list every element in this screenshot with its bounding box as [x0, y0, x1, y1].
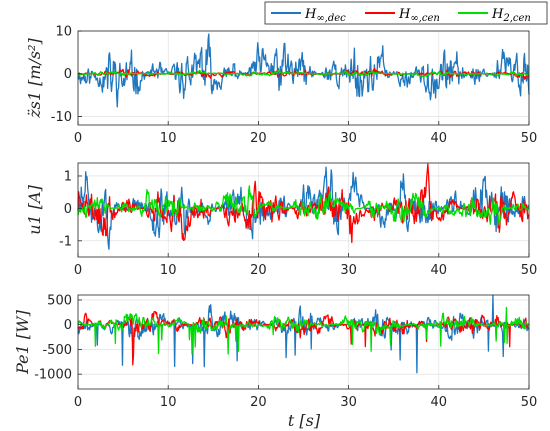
panel-acceleration-xtick-label: 40: [431, 131, 448, 146]
panel-power-xtick-label: 0: [74, 395, 82, 410]
panel-power-xtick-label: 30: [340, 395, 357, 410]
panel-current-ylabel: u1 [A]: [25, 184, 44, 234]
panel-acceleration-ytick-label: 10: [55, 25, 72, 40]
panel-power-ytick-label: 0: [64, 318, 72, 333]
panel-power-xtick-label: 50: [521, 395, 538, 410]
panel-acceleration-series-h2-cen: [77, 69, 530, 78]
panel-power-xtick-label: 10: [160, 395, 177, 410]
panel-power: 0 10 20 30 40 50 500 0 -500 -1000 Pe1 [W] t [s]: [13, 293, 537, 430]
panel-current-ytick-label: -1: [59, 234, 72, 249]
panel-current-frame: [77, 162, 530, 258]
x-axis-label: t [s]: [288, 411, 321, 430]
legend: H∞,dec H∞,cen H2,cen: [264, 1, 548, 25]
panel-current-xtick-label: 0: [74, 263, 82, 278]
panel-acceleration-series-h-inf-cen: [77, 67, 530, 80]
panel-acceleration-xtick-label: 0: [74, 131, 82, 146]
panel-acceleration-xtick-label: 50: [521, 131, 538, 146]
panel-current-xtick-label: 20: [250, 263, 267, 278]
panel-current-xtick-label: 50: [521, 263, 538, 278]
legend-label-h2-cen: H2,cen: [491, 7, 531, 24]
panel-current-series-h2-cen: [77, 185, 530, 226]
legend-label-h-inf-cen: H∞,cen: [398, 7, 440, 24]
panel-power-series-h2-cen: [77, 306, 530, 355]
panel-power-ytick-label: -500: [42, 343, 72, 358]
panel-power-xtick-label: 40: [431, 395, 448, 410]
panel-current-ytick-label: 0: [64, 202, 72, 217]
panel-power-frame: [77, 294, 530, 390]
panel-acceleration-frame: [77, 30, 530, 126]
panel-power-ylabel: Pe1 [W]: [13, 309, 32, 374]
legend-label-h-inf-dec: H∞,dec: [304, 7, 346, 24]
panel-acceleration-xtick-label: 20: [250, 131, 267, 146]
panel-power-series-h-inf-cen: [77, 310, 530, 366]
panel-current-xtick-label: 40: [431, 263, 448, 278]
panel-current-ytick-label: 1: [64, 169, 72, 184]
panel-power-xtick-label: 20: [250, 395, 267, 410]
panel-acceleration-xtick-label: 30: [340, 131, 357, 146]
panel-current-series-h-inf-cen: [77, 163, 530, 244]
panel-acceleration-ytick-label: -10: [51, 110, 72, 125]
panel-current-xtick-label: 10: [160, 263, 177, 278]
panel-power-ytick-label: -1000: [34, 368, 72, 383]
panel-current-series-h-inf-dec: [77, 166, 530, 250]
panel-acceleration-ylabel: z̈s1 [m/s²]: [25, 37, 44, 118]
legend-box: [264, 1, 548, 25]
panel-current-xtick-label: 30: [340, 263, 357, 278]
panel-acceleration-xtick-label: 10: [160, 131, 177, 146]
panel-acceleration-ytick-label: 0: [64, 67, 72, 82]
panel-power-ytick-label: 500: [47, 293, 72, 308]
panel-acceleration-series-h-inf-dec: [77, 33, 530, 108]
